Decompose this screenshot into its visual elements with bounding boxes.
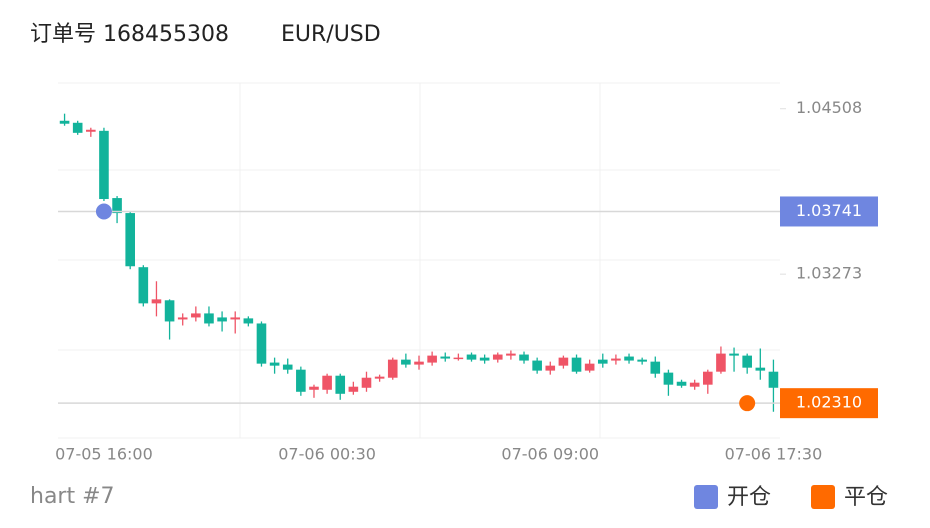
- candle-body: [282, 364, 293, 370]
- y-tick-label: 1.04508: [796, 98, 862, 117]
- candle-body: [191, 313, 201, 318]
- order-number: 订单号 168455308: [30, 22, 229, 47]
- y-tick-label: 1.03273: [796, 264, 862, 283]
- candle-body: [729, 353, 739, 356]
- candle-body: [177, 317, 188, 320]
- candle-body: [624, 356, 634, 361]
- candle-body: [151, 299, 162, 304]
- candle-body: [348, 386, 359, 392]
- legend-swatch: [811, 485, 835, 509]
- candle-body: [401, 359, 411, 365]
- candle-body: [492, 354, 503, 360]
- candle-body: [597, 359, 608, 364]
- candle-body: [650, 361, 661, 374]
- candle-body: [125, 213, 135, 267]
- candle-body: [361, 377, 372, 388]
- candle-body: [453, 357, 464, 360]
- trade-marker: [95, 203, 112, 220]
- legend-label: 平仓: [844, 485, 888, 510]
- candle-body: [269, 362, 280, 366]
- candle-body: [322, 375, 332, 390]
- candle-body: [164, 300, 175, 322]
- candle-body: [506, 353, 516, 356]
- trade-marker: [739, 395, 756, 412]
- candle-body: [545, 365, 556, 371]
- chart-caption: hart #7: [30, 484, 115, 509]
- x-tick-label: 07-05 16:00: [55, 445, 153, 464]
- candle-body: [584, 363, 595, 371]
- candle-body: [703, 371, 713, 385]
- legend-label: 开仓: [727, 485, 771, 510]
- candle-body: [296, 369, 306, 392]
- candle-body: [387, 359, 398, 378]
- candle-body: [256, 323, 267, 364]
- background-grid: [58, 82, 780, 439]
- candle-body: [86, 129, 96, 132]
- candle-body: [414, 361, 424, 365]
- candle-body: [230, 317, 241, 320]
- candle-body: [532, 360, 542, 371]
- legend-swatch: [694, 485, 718, 509]
- candle-body: [59, 120, 70, 124]
- candle-body: [479, 357, 490, 361]
- candle-body: [440, 356, 451, 359]
- candle-body: [571, 357, 582, 372]
- candle-body: [374, 376, 385, 379]
- candle-body: [466, 354, 477, 360]
- candle-body: [742, 355, 752, 368]
- candle-body: [204, 313, 214, 324]
- candle-body: [99, 130, 109, 200]
- candle-body: [309, 386, 319, 390]
- symbol: EUR/USD: [281, 22, 381, 47]
- candle-body: [72, 122, 83, 133]
- x-tick-label: 07-06 17:30: [725, 445, 823, 464]
- candle-body: [637, 359, 647, 362]
- x-tick-label: 07-06 00:30: [278, 445, 376, 464]
- candle-body: [243, 318, 254, 324]
- candle-body: [558, 357, 569, 366]
- x-tick-label: 07-06 09:00: [501, 445, 599, 464]
- candle-body: [112, 198, 122, 214]
- candle-body: [138, 267, 149, 304]
- candle-body: [716, 353, 726, 372]
- candle-body: [663, 372, 674, 385]
- candle-body: [689, 382, 700, 387]
- price-tag: [780, 196, 878, 227]
- price-tag-label: 1.03741: [796, 201, 862, 220]
- candle-body: [755, 367, 766, 371]
- candle-body: [768, 371, 779, 388]
- candle-body: [335, 375, 346, 394]
- candle-body: [611, 358, 621, 361]
- price-tag-label: 1.02310: [796, 393, 862, 412]
- candle-body: [217, 317, 227, 322]
- price-tag: [780, 388, 878, 419]
- candle-body: [519, 354, 529, 361]
- candle-body: [676, 381, 687, 386]
- candle-body: [427, 355, 437, 363]
